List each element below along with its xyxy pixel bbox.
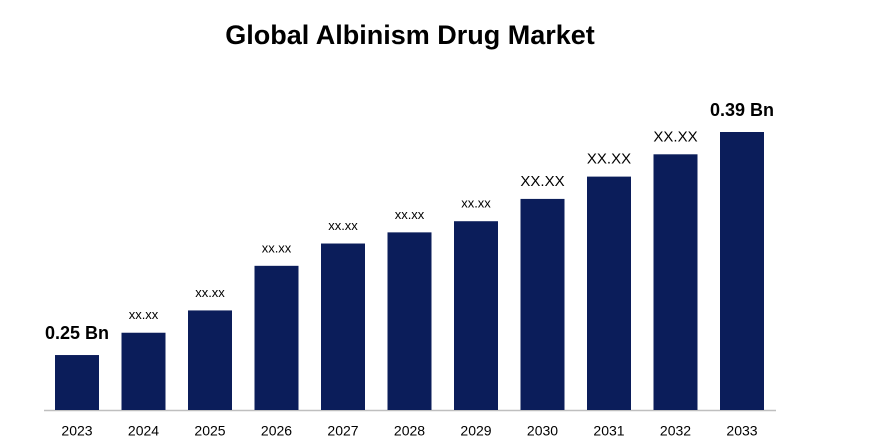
data-label: XX.XX <box>587 151 631 168</box>
bar <box>587 176 631 410</box>
x-tick-label: 2031 <box>593 423 624 439</box>
data-label: 0.39 Bn <box>710 100 774 120</box>
x-tick-label: 2027 <box>327 423 358 439</box>
x-tick-label: 2032 <box>660 423 691 439</box>
bar <box>321 243 365 410</box>
data-label: 0.25 Bn <box>45 323 109 343</box>
data-label: xx.xx <box>328 218 358 233</box>
data-label: XX.XX <box>653 128 697 145</box>
bar <box>188 310 232 410</box>
x-tick-label: 2030 <box>527 423 558 439</box>
bar <box>454 221 498 410</box>
x-tick-label: 2028 <box>394 423 425 439</box>
bar <box>55 355 99 410</box>
data-label: xx.xx <box>129 307 159 322</box>
bar <box>387 232 432 410</box>
data-label: XX.XX <box>520 173 564 190</box>
chart-title: Global Albinism Drug Market <box>225 20 595 50</box>
data-label: xx.xx <box>461 196 491 211</box>
x-tick-label: 2024 <box>128 423 159 439</box>
bar <box>121 332 166 410</box>
x-tick-label: 2026 <box>261 423 292 439</box>
data-label: xx.xx <box>262 240 292 255</box>
x-tick-label: 2029 <box>460 423 491 439</box>
data-label: xx.xx <box>195 285 225 300</box>
bar <box>720 132 764 410</box>
x-tick-label: 2023 <box>61 423 92 439</box>
x-tick-label: 2033 <box>726 423 757 439</box>
bar <box>520 198 565 410</box>
data-label: xx.xx <box>395 207 425 222</box>
bar <box>254 265 299 410</box>
bar <box>653 154 698 410</box>
x-tick-label: 2025 <box>194 423 225 439</box>
